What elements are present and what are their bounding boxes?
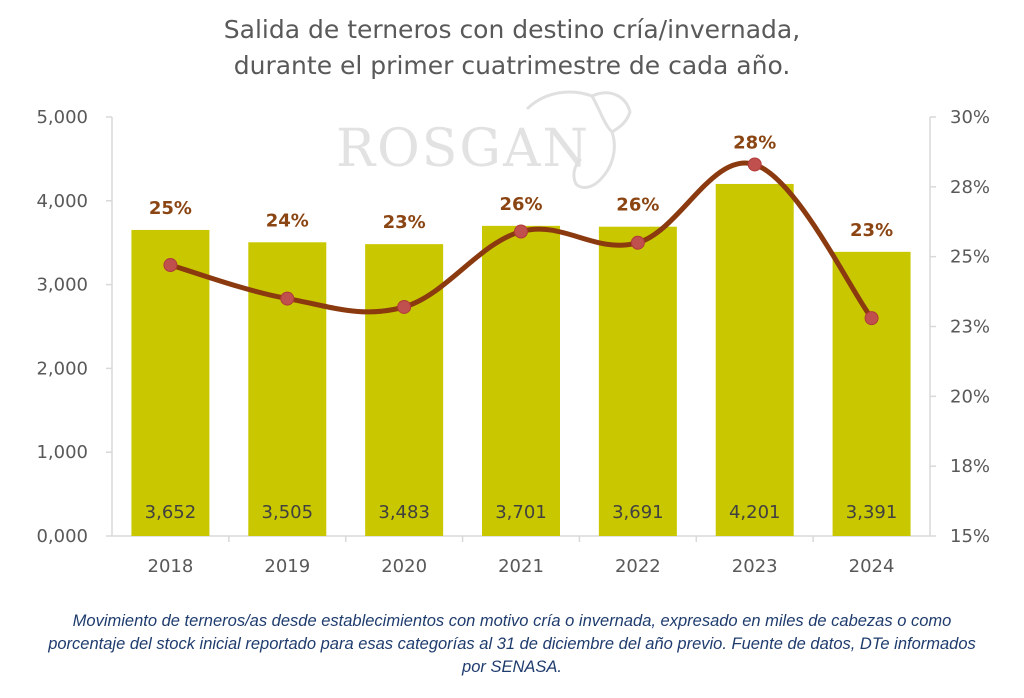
chart-title: Salida de terneros con destino cría/inve…: [0, 12, 1024, 84]
right-tick-label: 23%: [950, 317, 990, 338]
data-labels: 3,652 3,505 3,483 3,701 3,691 4,201 3,391 25% 24…: [145, 132, 898, 523]
bar-value-label: 3,391: [846, 502, 898, 523]
bar-value-label: 3,505: [262, 502, 314, 523]
right-tick-label: 30%: [950, 107, 990, 128]
pct-marker: [280, 291, 295, 306]
pct-marker: [630, 235, 645, 250]
x-tick-label: 2018: [148, 556, 194, 577]
bars: [131, 183, 911, 536]
bar: [715, 183, 794, 536]
pct-marker: [514, 224, 528, 239]
right-tick-label: 15%: [950, 526, 990, 547]
x-tick-label: 2024: [849, 556, 895, 577]
pct-value-label: 23%: [850, 220, 893, 241]
pct-value-label: 25%: [149, 198, 192, 219]
watermark-logo: ROSGAN: [336, 90, 632, 189]
left-tick-label: 3,000: [36, 275, 88, 296]
pct-marker: [163, 258, 178, 273]
left-tick-label: 4,000: [36, 191, 88, 212]
bar: [598, 226, 677, 536]
x-tick-label: 2021: [498, 556, 544, 577]
bar-value-label: 3,701: [495, 502, 547, 523]
right-tick-label: 18%: [950, 456, 990, 477]
bar: [832, 251, 911, 536]
pct-value-label: 24%: [266, 210, 309, 231]
left-tick-label: 1,000: [36, 442, 88, 463]
title-line-2: durante el primer cuatrimestre de cada a…: [233, 51, 791, 80]
bar: [482, 225, 560, 536]
bar: [365, 244, 444, 536]
bar: [131, 229, 210, 536]
x-tick-label: 2020: [381, 556, 427, 577]
bar-value-label: 4,201: [729, 502, 781, 523]
pct-value-label: 28%: [733, 132, 776, 153]
title-line-1: Salida de terneros con destino cría/inve…: [223, 15, 801, 44]
cow-head-icon: [526, 90, 632, 189]
right-tick-label: 28%: [950, 177, 990, 198]
left-tick-label: 0,000: [36, 526, 88, 547]
watermark-text: ROSGAN: [336, 119, 590, 179]
x-tick-label: 2022: [615, 556, 661, 577]
pct-value-label: 26%: [499, 194, 542, 215]
right-tick-label: 20%: [950, 386, 990, 407]
pct-value-label: 23%: [383, 212, 426, 233]
bar-value-label: 3,483: [378, 502, 430, 523]
x-tick-label: 2023: [732, 556, 778, 577]
pct-value-label: 26%: [616, 195, 659, 216]
pct-line: [163, 157, 879, 326]
right-tick-label: 25%: [950, 247, 990, 268]
x-tick-label: 2019: [264, 556, 310, 577]
pct-marker: [864, 311, 879, 326]
bar-value-label: 3,691: [612, 502, 664, 523]
left-tick-label: 2,000: [36, 358, 88, 379]
left-tick-label: 5,000: [36, 107, 88, 128]
bar: [248, 242, 327, 536]
pct-marker: [397, 299, 412, 314]
bar-value-label: 3,652: [145, 502, 197, 523]
source-caption: Movimiento de terneros/as desde establec…: [48, 612, 976, 676]
combo-chart: ROSGAN 0,000 1,000 2,000 3,000 4,000 5,000 15%…: [36, 90, 990, 577]
pct-marker: [747, 157, 762, 172]
